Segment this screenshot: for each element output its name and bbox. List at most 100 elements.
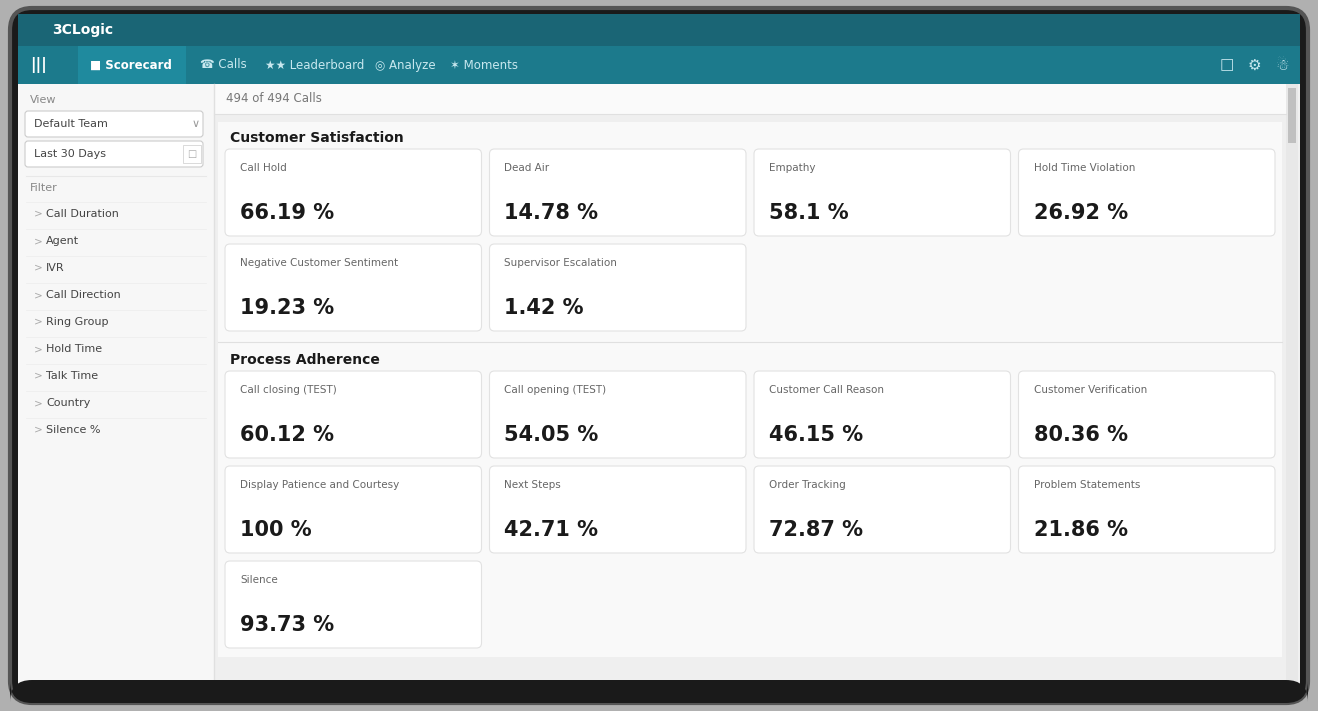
Text: 19.23 %: 19.23 %	[240, 298, 335, 318]
Text: Customer Satisfaction: Customer Satisfaction	[231, 131, 403, 145]
Bar	[214, 84, 1286, 697]
Text: Hold Time: Hold Time	[46, 344, 101, 354]
Text: Agent: Agent	[46, 236, 79, 246]
Text: >: >	[34, 290, 42, 300]
Text: 46.15 %: 46.15 %	[768, 425, 863, 445]
Bar	[214, 84, 1286, 114]
Bar	[18, 84, 214, 697]
Text: View: View	[30, 95, 57, 105]
FancyBboxPatch shape	[11, 680, 1307, 703]
Text: ✶ Moments: ✶ Moments	[449, 58, 518, 72]
Text: Call closing (TEST): Call closing (TEST)	[240, 385, 337, 395]
FancyBboxPatch shape	[183, 145, 202, 163]
FancyBboxPatch shape	[754, 149, 1011, 236]
Text: Call Hold: Call Hold	[240, 163, 287, 173]
FancyBboxPatch shape	[489, 149, 746, 236]
Text: IVR: IVR	[46, 263, 65, 273]
Text: Customer Verification: Customer Verification	[1033, 385, 1147, 395]
FancyBboxPatch shape	[225, 371, 481, 458]
Text: 58.1 %: 58.1 %	[768, 203, 849, 223]
Text: 72.87 %: 72.87 %	[768, 520, 863, 540]
Text: Negative Customer Sentiment: Negative Customer Sentiment	[240, 258, 398, 268]
Bar	[18, 14, 1300, 46]
FancyBboxPatch shape	[18, 14, 1300, 697]
Text: Dead Air: Dead Air	[505, 163, 550, 173]
Text: 60.12 %: 60.12 %	[240, 425, 333, 445]
Text: 80.36 %: 80.36 %	[1033, 425, 1127, 445]
FancyBboxPatch shape	[1019, 371, 1275, 458]
Text: 1.42 %: 1.42 %	[505, 298, 584, 318]
Text: Ring Group: Ring Group	[46, 317, 108, 327]
FancyBboxPatch shape	[754, 371, 1011, 458]
Text: ◎ Analyze: ◎ Analyze	[376, 58, 436, 72]
FancyBboxPatch shape	[489, 371, 746, 458]
FancyBboxPatch shape	[11, 8, 1307, 703]
Text: Order Tracking: Order Tracking	[768, 480, 846, 490]
Text: Talk Time: Talk Time	[46, 371, 98, 381]
FancyBboxPatch shape	[225, 561, 481, 648]
Text: 26.92 %: 26.92 %	[1033, 203, 1128, 223]
Text: 42.71 %: 42.71 %	[505, 520, 598, 540]
Bar	[217, 344, 1282, 657]
FancyBboxPatch shape	[489, 466, 746, 553]
Text: 66.19 %: 66.19 %	[240, 203, 335, 223]
Bar	[18, 46, 1300, 84]
Text: ★★ Leaderboard: ★★ Leaderboard	[265, 58, 364, 72]
FancyBboxPatch shape	[18, 14, 1300, 56]
FancyBboxPatch shape	[225, 466, 481, 553]
Text: Hold Time Violation: Hold Time Violation	[1033, 163, 1135, 173]
Text: Supervisor Escalation: Supervisor Escalation	[505, 258, 617, 268]
Text: Problem Statements: Problem Statements	[1033, 480, 1140, 490]
Text: ■ Scorecard: ■ Scorecard	[90, 58, 171, 72]
Text: Silence: Silence	[240, 575, 278, 585]
FancyBboxPatch shape	[25, 111, 203, 137]
Text: 21.86 %: 21.86 %	[1033, 520, 1127, 540]
Text: 100 %: 100 %	[240, 520, 311, 540]
FancyBboxPatch shape	[754, 466, 1011, 553]
FancyBboxPatch shape	[1019, 466, 1275, 553]
Text: Display Patience and Courtesy: Display Patience and Courtesy	[240, 480, 399, 490]
Bar	[1286, 84, 1298, 697]
Text: Call Duration: Call Duration	[46, 209, 119, 219]
Text: Customer Call Reason: Customer Call Reason	[768, 385, 884, 395]
Text: □: □	[1220, 58, 1235, 73]
Text: Call Direction: Call Direction	[46, 290, 121, 300]
Text: Empathy: Empathy	[768, 163, 816, 173]
Text: Default Team: Default Team	[34, 119, 108, 129]
Text: Filter: Filter	[30, 183, 58, 193]
FancyBboxPatch shape	[225, 149, 481, 236]
Text: 93.73 %: 93.73 %	[240, 615, 335, 635]
Text: 14.78 %: 14.78 %	[505, 203, 598, 223]
FancyBboxPatch shape	[489, 244, 746, 331]
Bar	[18, 30, 1300, 51]
Text: ∨: ∨	[192, 119, 200, 129]
Text: □: □	[187, 149, 196, 159]
Text: >: >	[34, 371, 42, 381]
Text: Next Steps: Next Steps	[505, 480, 561, 490]
Bar	[1288, 88, 1296, 143]
FancyBboxPatch shape	[1019, 149, 1275, 236]
Text: 3CLogic: 3CLogic	[51, 23, 113, 37]
Text: >: >	[34, 317, 42, 327]
Text: >: >	[34, 425, 42, 435]
Bar	[217, 122, 1282, 347]
Text: >: >	[34, 344, 42, 354]
FancyBboxPatch shape	[25, 141, 203, 167]
FancyBboxPatch shape	[225, 244, 481, 331]
Text: Call opening (TEST): Call opening (TEST)	[505, 385, 606, 395]
Text: 494 of 494 Calls: 494 of 494 Calls	[225, 92, 322, 105]
Text: >: >	[34, 236, 42, 246]
Text: Process Adherence: Process Adherence	[231, 353, 380, 367]
Text: |||: |||	[30, 57, 47, 73]
Text: ⚙: ⚙	[1248, 58, 1261, 73]
Text: >: >	[34, 209, 42, 219]
Text: >: >	[34, 398, 42, 408]
Text: ☎ Calls: ☎ Calls	[200, 58, 246, 72]
Text: Last 30 Days: Last 30 Days	[34, 149, 105, 159]
Text: Silence %: Silence %	[46, 425, 100, 435]
Text: >: >	[34, 263, 42, 273]
Text: Country: Country	[46, 398, 91, 408]
Text: ☃: ☃	[1276, 58, 1289, 73]
Bar	[78, 46, 186, 84]
Text: 54.05 %: 54.05 %	[505, 425, 598, 445]
